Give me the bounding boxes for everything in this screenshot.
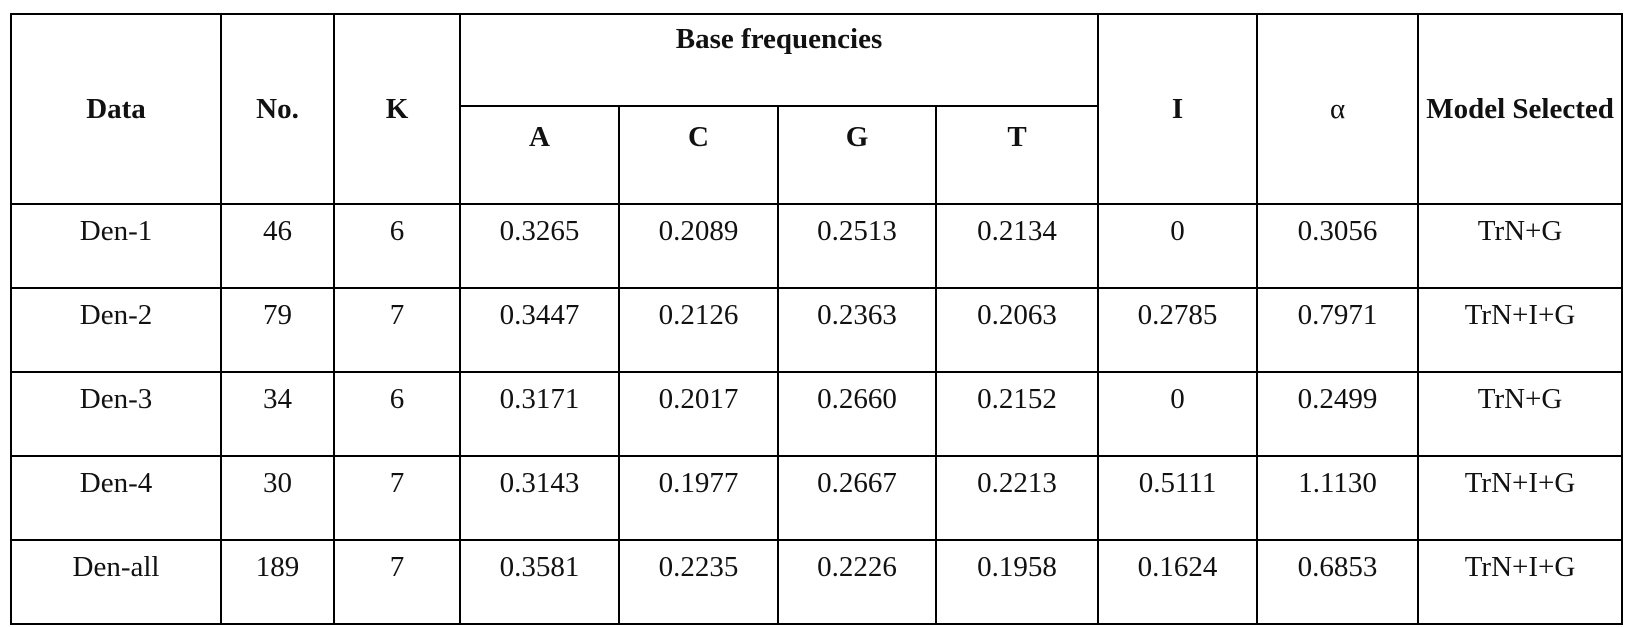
- table-cell: Den-2: [11, 288, 221, 372]
- table-cell: 6: [334, 204, 460, 288]
- table-cell: 0.6853: [1257, 540, 1418, 624]
- table-cell: TrN+G: [1418, 372, 1622, 456]
- table-cell: Den-1: [11, 204, 221, 288]
- table-cell: 0.3265: [460, 204, 619, 288]
- table-cell: TrN+I+G: [1418, 288, 1622, 372]
- table-cell: 0.2667: [778, 456, 936, 540]
- table-cell: 0.5111: [1098, 456, 1257, 540]
- table-cell: 0.1977: [619, 456, 778, 540]
- table-cell: 1.1130: [1257, 456, 1418, 540]
- header-cell: C: [619, 106, 778, 204]
- table-cell: 0.2235: [619, 540, 778, 624]
- table-cell: 0.2513: [778, 204, 936, 288]
- table-cell: 0.2089: [619, 204, 778, 288]
- table-cell: Den-4: [11, 456, 221, 540]
- table-cell: 30: [221, 456, 334, 540]
- table-cell: 189: [221, 540, 334, 624]
- table-row: Den-14660.32650.20890.25130.213400.3056T…: [11, 204, 1622, 288]
- table-cell: Den-all: [11, 540, 221, 624]
- table-cell: 0: [1098, 372, 1257, 456]
- table-cell: TrN+I+G: [1418, 456, 1622, 540]
- table-cell: Den-3: [11, 372, 221, 456]
- table-cell: 0.2213: [936, 456, 1098, 540]
- table-cell: 0.7971: [1257, 288, 1418, 372]
- table-row: Den-27970.34470.21260.23630.20630.27850.…: [11, 288, 1622, 372]
- table-row: Den-33460.31710.20170.26600.215200.2499T…: [11, 372, 1622, 456]
- table-cell: 0.2785: [1098, 288, 1257, 372]
- table-cell: TrN+I+G: [1418, 540, 1622, 624]
- table-cell: 0.2134: [936, 204, 1098, 288]
- table-cell: 0.2226: [778, 540, 936, 624]
- table-cell: 0.1958: [936, 540, 1098, 624]
- table-cell: 0.2017: [619, 372, 778, 456]
- table-cell: 0.2063: [936, 288, 1098, 372]
- table-cell: 0.2126: [619, 288, 778, 372]
- table-cell: 0.3581: [460, 540, 619, 624]
- table-cell: 7: [334, 288, 460, 372]
- table-body: Den-14660.32650.20890.25130.213400.3056T…: [11, 204, 1622, 624]
- table-row: Den-all18970.35810.22350.22260.19580.162…: [11, 540, 1622, 624]
- table-row: Den-43070.31430.19770.26670.22130.51111.…: [11, 456, 1622, 540]
- table-cell: 0.2363: [778, 288, 936, 372]
- header-cell: α: [1257, 14, 1418, 204]
- table-cell: 0.1624: [1098, 540, 1257, 624]
- table-cell: 0.3056: [1257, 204, 1418, 288]
- table-cell: 7: [334, 456, 460, 540]
- table-cell: 79: [221, 288, 334, 372]
- table-cell: 0.3171: [460, 372, 619, 456]
- table-cell: 46: [221, 204, 334, 288]
- table-cell: 0.3143: [460, 456, 619, 540]
- table-cell: 6: [334, 372, 460, 456]
- header-cell: G: [778, 106, 936, 204]
- header-cell: I: [1098, 14, 1257, 204]
- header-cell: A: [460, 106, 619, 204]
- data-table: Data No. K Base frequencies I α Model Se…: [10, 13, 1623, 625]
- header-cell: T: [936, 106, 1098, 204]
- table-cell: 0.3447: [460, 288, 619, 372]
- header-cell: No.: [221, 14, 334, 204]
- table-cell: 34: [221, 372, 334, 456]
- table-cell: TrN+G: [1418, 204, 1622, 288]
- table-cell: 0.2152: [936, 372, 1098, 456]
- table-cell: 0.2660: [778, 372, 936, 456]
- header-row: Data No. K Base frequencies I α Model Se…: [11, 14, 1622, 106]
- header-cell: Base frequencies: [460, 14, 1098, 106]
- table-cell: 7: [334, 540, 460, 624]
- page: Data No. K Base frequencies I α Model Se…: [0, 0, 1633, 627]
- table-cell: 0: [1098, 204, 1257, 288]
- header-cell: K: [334, 14, 460, 204]
- header-cell: Data: [11, 14, 221, 204]
- header-cell: Model Selected: [1418, 14, 1622, 204]
- table-cell: 0.2499: [1257, 372, 1418, 456]
